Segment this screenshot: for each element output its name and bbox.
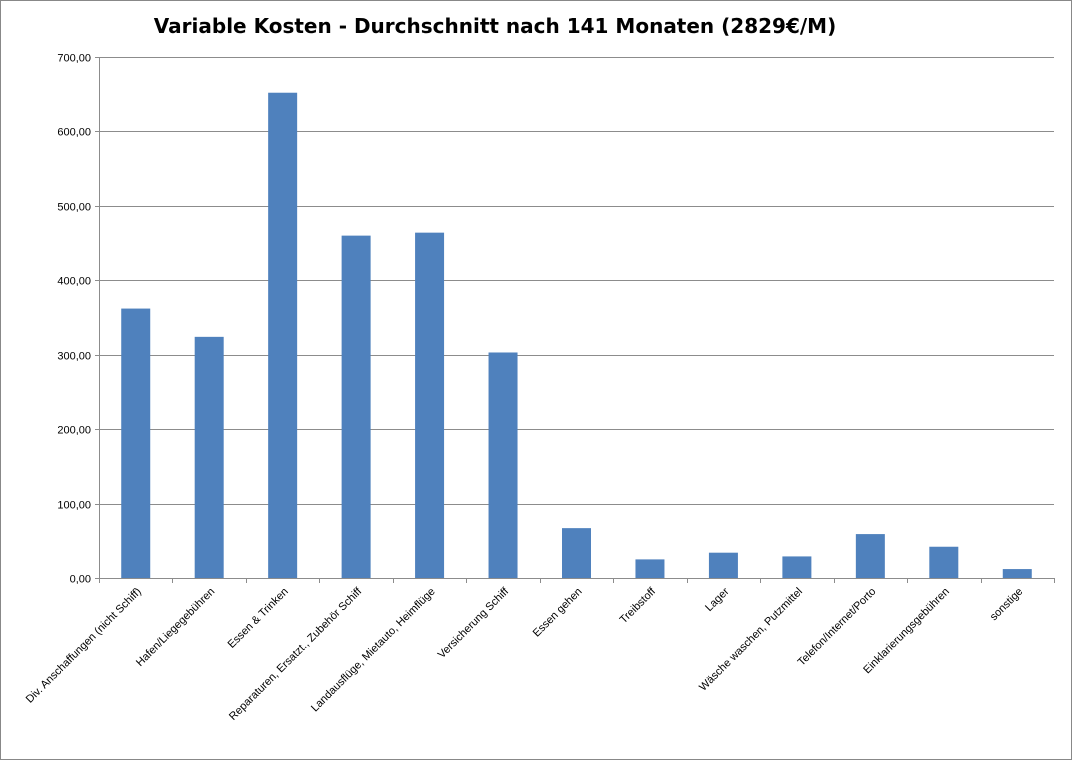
x-tick-label: Reparaturen, Ersatzt., Zubehör Schiff bbox=[227, 585, 365, 723]
x-tick-label: Versicherung Schiff bbox=[436, 585, 512, 661]
bar bbox=[929, 546, 959, 578]
x-tick-label: Telefon/Internet/Porto bbox=[796, 586, 879, 669]
bar bbox=[782, 556, 812, 578]
y-tick-label: 600,00 bbox=[57, 127, 91, 139]
y-tick-labels: 0,00 100,00 200,00 300,00 400,00 500,00 600,00… bbox=[57, 53, 91, 586]
y-tick-label: 700,00 bbox=[57, 53, 91, 65]
x-tick-label: Essen & Trinken bbox=[226, 586, 291, 651]
bar bbox=[488, 352, 518, 578]
bar bbox=[121, 308, 151, 578]
x-tick-label: Div. Anschaffungen (nicht Schiff) bbox=[24, 586, 144, 706]
bar bbox=[562, 528, 591, 578]
y-tick-label: 100,00 bbox=[57, 500, 91, 512]
x-tick-label: Landausflüge, Mietauto, Heimflüge bbox=[309, 586, 438, 715]
x-tick-label: Einklarierungsgebühren bbox=[861, 586, 952, 677]
y-tick-label: 200,00 bbox=[57, 425, 91, 437]
bar bbox=[415, 232, 445, 578]
bar bbox=[341, 235, 371, 578]
chart-title: Variable Kosten - Durchschnitt nach 141 … bbox=[153, 14, 837, 38]
y-tick-label: 400,00 bbox=[57, 276, 91, 288]
gridlines bbox=[99, 57, 1054, 505]
bar bbox=[268, 92, 298, 579]
x-tick-labels: Div. Anschaffungen (nicht Schiff)Hafen/L… bbox=[24, 585, 1026, 723]
bars bbox=[121, 92, 1032, 579]
axes bbox=[95, 57, 1055, 583]
bar bbox=[1002, 569, 1032, 578]
bar bbox=[855, 534, 885, 578]
x-tick-label: Hafen/Liegegebühren bbox=[134, 586, 217, 669]
bar bbox=[708, 552, 738, 578]
x-tick-label: sonstige bbox=[988, 586, 1025, 623]
y-tick-label: 300,00 bbox=[57, 351, 91, 363]
x-tick-label: Lager bbox=[703, 585, 732, 614]
bar bbox=[194, 336, 224, 578]
y-tick-label: 0,00 bbox=[70, 574, 91, 586]
bar bbox=[635, 559, 665, 578]
y-tick-label: 500,00 bbox=[57, 202, 91, 214]
x-tick-label: Treibstoff bbox=[618, 585, 659, 626]
x-tick-label: Essen gehen bbox=[531, 586, 585, 640]
